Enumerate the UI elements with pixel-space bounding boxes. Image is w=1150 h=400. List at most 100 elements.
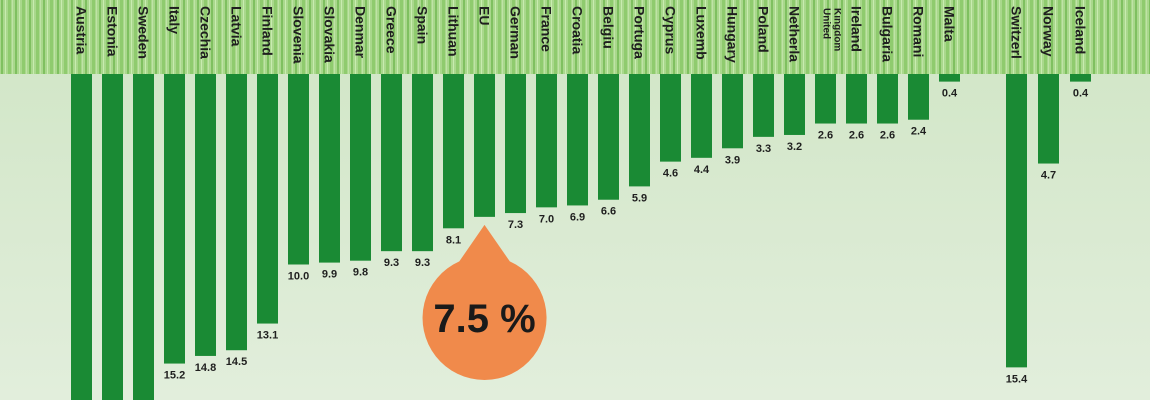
bar-latvia bbox=[226, 74, 247, 351]
category-label-belgium-text: Belgiu bbox=[601, 6, 617, 49]
bar-united-kingdom bbox=[815, 74, 836, 124]
value-label-switzerland: 15.4 bbox=[1006, 373, 1028, 385]
callout-label: 7.5 % bbox=[433, 297, 535, 341]
value-label-croatia: 6.9 bbox=[570, 211, 585, 223]
bar-portugal bbox=[629, 74, 650, 187]
eu-callout: 7.5 % bbox=[422, 224, 547, 381]
category-label-netherlands: Netherla bbox=[787, 6, 803, 62]
value-label-iceland: 0.4 bbox=[1073, 88, 1089, 100]
category-label-latvia-text: Latvia bbox=[229, 6, 245, 47]
category-label-hungary: Hungary bbox=[725, 6, 741, 63]
value-label-italy: 15.2 bbox=[164, 370, 185, 382]
category-label-luxembourg: Luxemb bbox=[694, 6, 710, 60]
bar-croatia bbox=[567, 74, 588, 206]
value-label-latvia: 14.5 bbox=[226, 356, 247, 368]
category-label-greece-text: Greece bbox=[384, 6, 400, 54]
bar-lithuania bbox=[443, 74, 464, 229]
category-label-bulgaria-text: Bulgaria bbox=[880, 6, 896, 62]
category-label-spain-text: Spain bbox=[415, 6, 431, 44]
value-label-slovenia: 10.0 bbox=[288, 271, 309, 283]
value-label-germany: 7.3 bbox=[508, 219, 523, 231]
value-label-denmark: 9.8 bbox=[353, 267, 368, 279]
bar-italy bbox=[164, 74, 185, 364]
value-label-luxembourg: 4.4 bbox=[694, 164, 710, 176]
category-label-romania: Romani bbox=[911, 6, 927, 57]
labels-layer: Austria Estonia Sweden Italy 15.2 Czechia 14.8… bbox=[74, 6, 1090, 385]
category-label-lithuania-text: Lithuan bbox=[446, 6, 462, 57]
category-label-estonia: Estonia bbox=[105, 6, 121, 57]
value-label-spain: 9.3 bbox=[415, 257, 430, 269]
grass-header bbox=[0, 0, 1150, 74]
bar-bulgaria bbox=[877, 74, 898, 124]
bar-eu bbox=[474, 74, 495, 217]
category-label-iceland: Iceland bbox=[1073, 6, 1089, 54]
category-label-ireland: Ireland bbox=[849, 6, 865, 52]
category-label-netherlands-text: Netherla bbox=[787, 6, 803, 62]
bar-luxembourg bbox=[691, 74, 712, 158]
category-label-sweden-text: Sweden bbox=[136, 6, 152, 59]
bar-slovakia bbox=[319, 74, 340, 263]
category-label-switzerland: Switzerl bbox=[1009, 6, 1025, 59]
category-label-portugal: Portuga bbox=[632, 6, 648, 59]
category-label-greece: Greece bbox=[384, 6, 400, 54]
category-label-italy-text: Italy bbox=[167, 6, 183, 34]
category-label-poland: Poland bbox=[756, 6, 772, 53]
value-label-slovakia: 9.9 bbox=[322, 269, 337, 281]
category-label-austria-text: Austria bbox=[74, 6, 90, 54]
value-label-poland: 3.3 bbox=[756, 143, 771, 155]
category-label-romania-text: Romani bbox=[911, 6, 927, 57]
value-label-czechia: 14.8 bbox=[195, 362, 216, 374]
category-label-united-kingdom-line-2: Kingdom bbox=[832, 8, 843, 51]
category-label-lithuania: Lithuan bbox=[446, 6, 462, 57]
value-label-belgium: 6.6 bbox=[601, 206, 616, 218]
bar-denmark bbox=[350, 74, 371, 261]
value-label-bulgaria: 2.6 bbox=[880, 130, 895, 142]
category-label-croatia: Croatia bbox=[570, 6, 586, 54]
category-label-poland-text: Poland bbox=[756, 6, 772, 53]
category-label-united-kingdom-line-1: United bbox=[821, 8, 832, 39]
bar-slovenia bbox=[288, 74, 309, 265]
category-label-finland-text: Finland bbox=[260, 6, 276, 56]
value-label-cyprus: 4.6 bbox=[663, 168, 678, 180]
value-label-france: 7.0 bbox=[539, 213, 554, 225]
category-label-belgium: Belgiu bbox=[601, 6, 617, 49]
category-label-cyprus: Cyprus bbox=[663, 6, 679, 54]
category-label-czechia: Czechia bbox=[198, 6, 214, 59]
bar-estonia bbox=[102, 74, 123, 400]
bar-netherlands bbox=[784, 74, 805, 135]
category-label-slovenia: Slovenia bbox=[291, 6, 307, 64]
bar-norway bbox=[1038, 74, 1059, 164]
bar-france bbox=[536, 74, 557, 208]
bar-czechia bbox=[195, 74, 216, 356]
category-label-eu-text: EU bbox=[477, 6, 493, 25]
bar-switzerland bbox=[1006, 74, 1027, 368]
bar-austria bbox=[71, 74, 92, 400]
category-label-france: France bbox=[539, 6, 555, 52]
bar-sweden bbox=[133, 74, 154, 400]
value-label-portugal: 5.9 bbox=[632, 192, 647, 204]
category-label-portugal-text: Portuga bbox=[632, 6, 648, 59]
bar-poland bbox=[753, 74, 774, 137]
category-label-spain: Spain bbox=[415, 6, 431, 44]
category-label-malta: Malta bbox=[942, 6, 958, 42]
category-label-latvia: Latvia bbox=[229, 6, 245, 47]
value-label-ireland: 2.6 bbox=[849, 130, 864, 142]
bar-greece bbox=[381, 74, 402, 252]
category-label-luxembourg-text: Luxemb bbox=[694, 6, 710, 60]
category-label-germany-text: German bbox=[508, 6, 524, 59]
bar-malta bbox=[939, 74, 960, 82]
category-label-ireland-text: Ireland bbox=[849, 6, 865, 52]
category-label-czechia-text: Czechia bbox=[198, 6, 214, 59]
bar-iceland bbox=[1070, 74, 1091, 82]
bar-hungary bbox=[722, 74, 743, 149]
category-label-germany: German bbox=[508, 6, 524, 59]
bar-finland bbox=[257, 74, 278, 324]
bar-romania bbox=[908, 74, 929, 120]
category-label-iceland-text: Iceland bbox=[1073, 6, 1089, 54]
value-label-hungary: 3.9 bbox=[725, 154, 740, 166]
category-label-finland: Finland bbox=[260, 6, 276, 56]
category-label-slovenia-text: Slovenia bbox=[291, 6, 307, 64]
category-label-sweden: Sweden bbox=[136, 6, 152, 59]
